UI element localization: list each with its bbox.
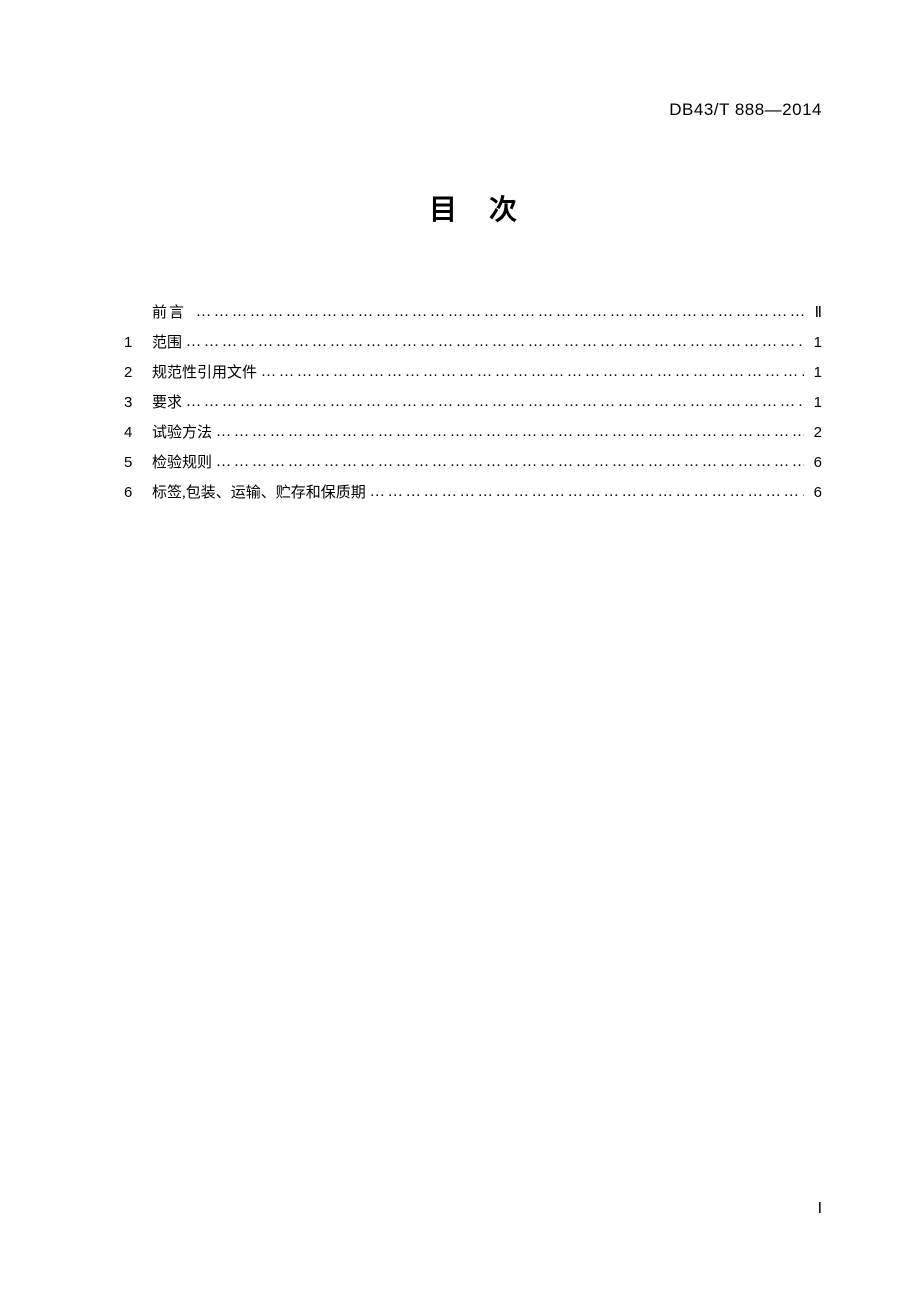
toc-entry-num: 2 bbox=[124, 358, 152, 388]
toc-entry: 3 要求 1 bbox=[124, 388, 822, 418]
toc-leader-dots bbox=[212, 447, 804, 477]
toc-entry-num: 5 bbox=[124, 448, 152, 478]
toc-leader-dots bbox=[257, 357, 804, 387]
toc-entry-page: 6 bbox=[804, 478, 822, 508]
toc-entry-label: 检验规则 bbox=[152, 448, 212, 478]
toc-entry: 6 标签,包装、运输、贮存和保质期 6 bbox=[124, 478, 822, 508]
toc-entry-label: 标签,包装、运输、贮存和保质期 bbox=[152, 478, 366, 508]
toc-entry: 1 范围 1 bbox=[124, 328, 822, 358]
toc-leader-dots bbox=[366, 477, 804, 507]
toc-entry-label: 范围 bbox=[152, 328, 182, 358]
toc-entry-label: 规范性引用文件 bbox=[152, 358, 257, 388]
toc-entry-label: 前言 bbox=[152, 298, 192, 328]
table-of-contents: 前言 Ⅱ 1 范围 1 2 规范性引用文件 1 3 要求 1 4 试验方法 2 bbox=[124, 298, 822, 508]
toc-entry-preface: 前言 Ⅱ bbox=[124, 298, 822, 328]
toc-entry: 4 试验方法 2 bbox=[124, 418, 822, 448]
toc-entry-page: 1 bbox=[804, 358, 822, 388]
toc-entry-num: 3 bbox=[124, 388, 152, 418]
toc-entry-num: 1 bbox=[124, 328, 152, 358]
document-number: DB43/T 888—2014 bbox=[124, 100, 822, 120]
toc-entry-page: 1 bbox=[804, 388, 822, 418]
document-page: DB43/T 888—2014 目次 前言 Ⅱ 1 范围 1 2 规范性引用文件… bbox=[0, 0, 920, 1302]
page-title: 目次 bbox=[124, 188, 822, 228]
toc-leader-dots bbox=[182, 327, 804, 357]
toc-entry-num: 4 bbox=[124, 418, 152, 448]
toc-leader-dots bbox=[212, 417, 804, 447]
toc-entry: 2 规范性引用文件 1 bbox=[124, 358, 822, 388]
toc-leader-dots bbox=[192, 297, 804, 327]
toc-entry-page: 1 bbox=[804, 328, 822, 358]
toc-entry: 5 检验规则 6 bbox=[124, 448, 822, 478]
toc-entry-num: 6 bbox=[124, 478, 152, 508]
toc-entry-page: Ⅱ bbox=[804, 298, 822, 328]
toc-entry-page: 2 bbox=[804, 418, 822, 448]
toc-entry-label: 要求 bbox=[152, 388, 182, 418]
toc-entry-page: 6 bbox=[804, 448, 822, 478]
toc-entry-label: 试验方法 bbox=[152, 418, 212, 448]
page-number: Ⅰ bbox=[818, 1199, 822, 1218]
toc-leader-dots bbox=[182, 387, 804, 417]
